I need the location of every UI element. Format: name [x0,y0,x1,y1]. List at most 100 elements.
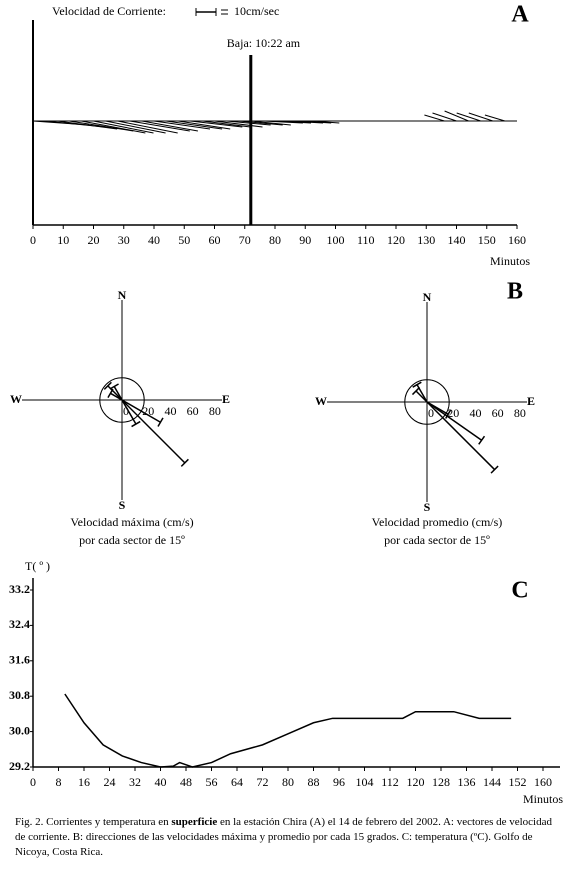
r-tick-label: 80 [209,404,221,418]
y-tick-label: 30.0 [9,723,30,737]
x-tick-label: 80 [269,233,281,247]
x-tick-label: 128 [432,775,450,789]
x-axis-label: Minutos [490,254,530,268]
vector [426,401,483,441]
compass-label: W [10,392,22,406]
r-tick-label: 80 [514,406,526,420]
x-tick-label: 130 [417,233,435,247]
vector [121,399,186,464]
vector [113,386,123,401]
x-tick-label: 50 [178,233,190,247]
annotation: Baja: 10:22 am [227,36,301,50]
r-tick-label: 0 [428,406,434,420]
figure: 0 10 20 30 40 50 60 70 80 90 100 110 120 130 140 150 160… [9,2,563,806]
x-tick-label: 0 [30,775,36,789]
vector [121,399,161,423]
compass-label: N [118,288,127,302]
y-tick-label: 32.4 [9,617,30,631]
panel-label: C [511,578,528,604]
vector-cap [412,381,422,388]
r-tick-label: 60 [492,406,504,420]
x-tick-label: 120 [387,233,405,247]
vector-cap [103,381,112,390]
polar-caption: Velocidad máxima (cm/s) [70,515,193,529]
vector [226,120,271,126]
x-tick-label: 96 [333,775,345,789]
vector [57,120,118,130]
x-tick-label: 10 [57,233,69,247]
vector [424,114,445,122]
x-tick-label: 90 [299,233,311,247]
vector-cap [411,386,421,396]
compass-label: W [315,394,327,408]
y-tick-label: 31.6 [9,653,30,667]
r-tick-label: 60 [187,404,199,418]
x-tick-label: 24 [104,775,116,789]
vector [274,120,312,124]
vector [250,120,291,126]
vector-cap [478,435,486,445]
temperature-line [64,693,512,768]
polar-caption: Velocidad promedio (cm/s) [372,515,503,529]
ring [99,377,145,423]
x-tick-label: 112 [381,775,399,789]
y-tick-label: 29.2 [9,759,30,773]
x-tick-label: 70 [239,233,251,247]
vector [190,120,243,128]
x-tick-label: 20 [88,233,100,247]
vector [141,120,198,132]
r-tick-label: 0 [123,404,129,418]
vector [311,120,340,124]
compass-label: S [119,498,126,512]
r-tick-label: 40 [469,406,481,420]
vector [426,401,496,471]
caption-text: en la estación Chira (A) el 14 de febrer… [15,816,552,858]
vector-cap [131,420,141,428]
polar-caption: por cada sector de 15º [79,533,185,547]
vector [81,120,146,134]
y-tick-label: 30.8 [9,688,30,702]
caption: Fig. 2. Corrientes y temperatura en supe… [15,815,560,860]
x-tick-label: 0 [30,233,36,247]
x-tick-label: 160 [508,233,526,247]
vector [178,120,231,130]
caption-bold: superficie [171,816,218,828]
panel-label: A [511,2,529,28]
vector [166,120,223,130]
ring [404,379,450,425]
x-tick-label: 30 [118,233,130,247]
vector [93,120,154,134]
x-axis-label: Minutos [523,792,563,806]
x-tick-label: 144 [483,775,501,789]
compass-label: S [424,500,431,514]
vector [129,120,190,132]
scale-label: 10cm/sec [234,4,279,18]
x-tick-label: 56 [206,775,218,789]
vector [214,120,263,128]
x-tick-label: 160 [534,775,552,789]
r-tick-label: 20 [447,406,459,420]
vector [468,112,493,122]
vector-cap [157,417,164,427]
compass-label: E [527,394,535,408]
polar-caption: por cada sector de 15º [384,533,490,547]
vector [416,384,428,403]
x-tick-label: 80 [282,775,294,789]
vector [444,110,469,122]
x-tick-label: 16 [78,775,90,789]
x-tick-label: 140 [448,233,466,247]
vector [105,120,166,134]
x-tick-label: 120 [407,775,425,789]
y-axis-label: T( º ) [25,559,50,573]
vector-cap [490,465,499,474]
vector [456,112,481,122]
vector [299,120,332,124]
vector [432,112,457,122]
x-tick-label: 72 [257,775,269,789]
vector-cap [109,383,119,390]
x-tick-label: 136 [458,775,476,789]
x-tick-label: 110 [357,233,375,247]
caption-text: Fig. 2. Corrientes y temperatura en [15,816,172,828]
